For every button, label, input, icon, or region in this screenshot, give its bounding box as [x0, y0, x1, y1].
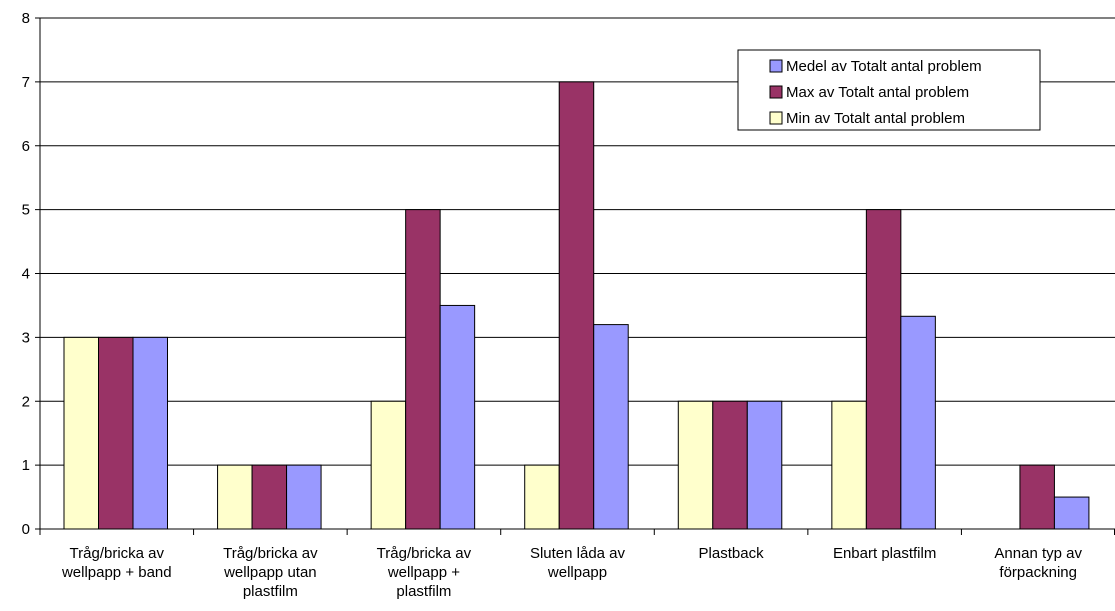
legend-swatch	[769, 59, 783, 73]
x-tick-label: Tråg/bricka av	[377, 545, 472, 562]
bar	[439, 304, 476, 530]
bar	[98, 336, 134, 530]
legend: Medel av Totalt antal problem Max av Tota…	[737, 49, 1041, 131]
bar	[831, 400, 867, 530]
bar	[1019, 464, 1055, 530]
x-tick-label: Annan typ av	[994, 545, 1082, 562]
bar	[558, 81, 595, 530]
bar	[217, 464, 253, 530]
bar	[712, 400, 748, 530]
y-tick-label: 4	[22, 266, 30, 283]
bar	[63, 336, 99, 530]
bar	[405, 209, 441, 530]
y-tick-label: 2	[22, 393, 30, 410]
bar	[865, 209, 902, 530]
bar	[251, 464, 288, 530]
legend-box	[737, 49, 1041, 131]
x-tick-label: wellpapp + band	[61, 564, 172, 581]
x-tick-label: Enbart plastfilm	[833, 545, 936, 562]
x-tick-label: förpackning	[999, 564, 1077, 581]
y-tick-label: 0	[22, 521, 30, 538]
y-tick-label: 1	[22, 457, 30, 474]
x-axis-tick-labels: Tråg/bricka av wellpapp + band Tråg/bricka…	[61, 545, 1083, 600]
y-tick-label: 6	[22, 138, 30, 155]
legend-label: Max av Totalt antal problem	[786, 84, 969, 101]
x-tick-label: plastfilm	[243, 583, 298, 600]
y-tick-label: 5	[22, 202, 30, 219]
x-tick-label: Tråg/bricka av	[223, 545, 318, 562]
x-tick-label: Plastback	[699, 545, 765, 562]
y-tick-label: 7	[22, 74, 30, 91]
bar	[1053, 496, 1090, 530]
legend-swatch	[769, 85, 783, 99]
legend-label: Medel av Totalt antal problem	[786, 58, 982, 75]
bar	[677, 400, 714, 530]
bar	[524, 464, 560, 530]
y-tick-label: 3	[22, 329, 30, 346]
bar	[900, 315, 936, 530]
bar	[286, 464, 322, 530]
bar	[132, 336, 168, 530]
bar	[593, 324, 629, 530]
y-tick-label: 8	[22, 10, 30, 27]
bars	[63, 81, 1090, 530]
x-tick-label: wellpapp	[547, 564, 607, 581]
legend-swatch	[769, 111, 783, 125]
x-tick-label: plastfilm	[396, 583, 451, 600]
bar	[370, 400, 407, 530]
legend-label: Min av Totalt antal problem	[786, 110, 965, 127]
x-tick-label: Sluten låda av	[530, 545, 626, 562]
bar	[746, 400, 783, 530]
axes	[35, 17, 1115, 535]
x-tick-label: wellpapp +	[387, 564, 460, 581]
x-tick-label: Tråg/bricka av	[70, 545, 165, 562]
y-axis-tick-labels: 0 1 2 3 4 5 6 7 8	[22, 10, 30, 538]
x-tick-label: wellpapp utan	[223, 564, 317, 581]
